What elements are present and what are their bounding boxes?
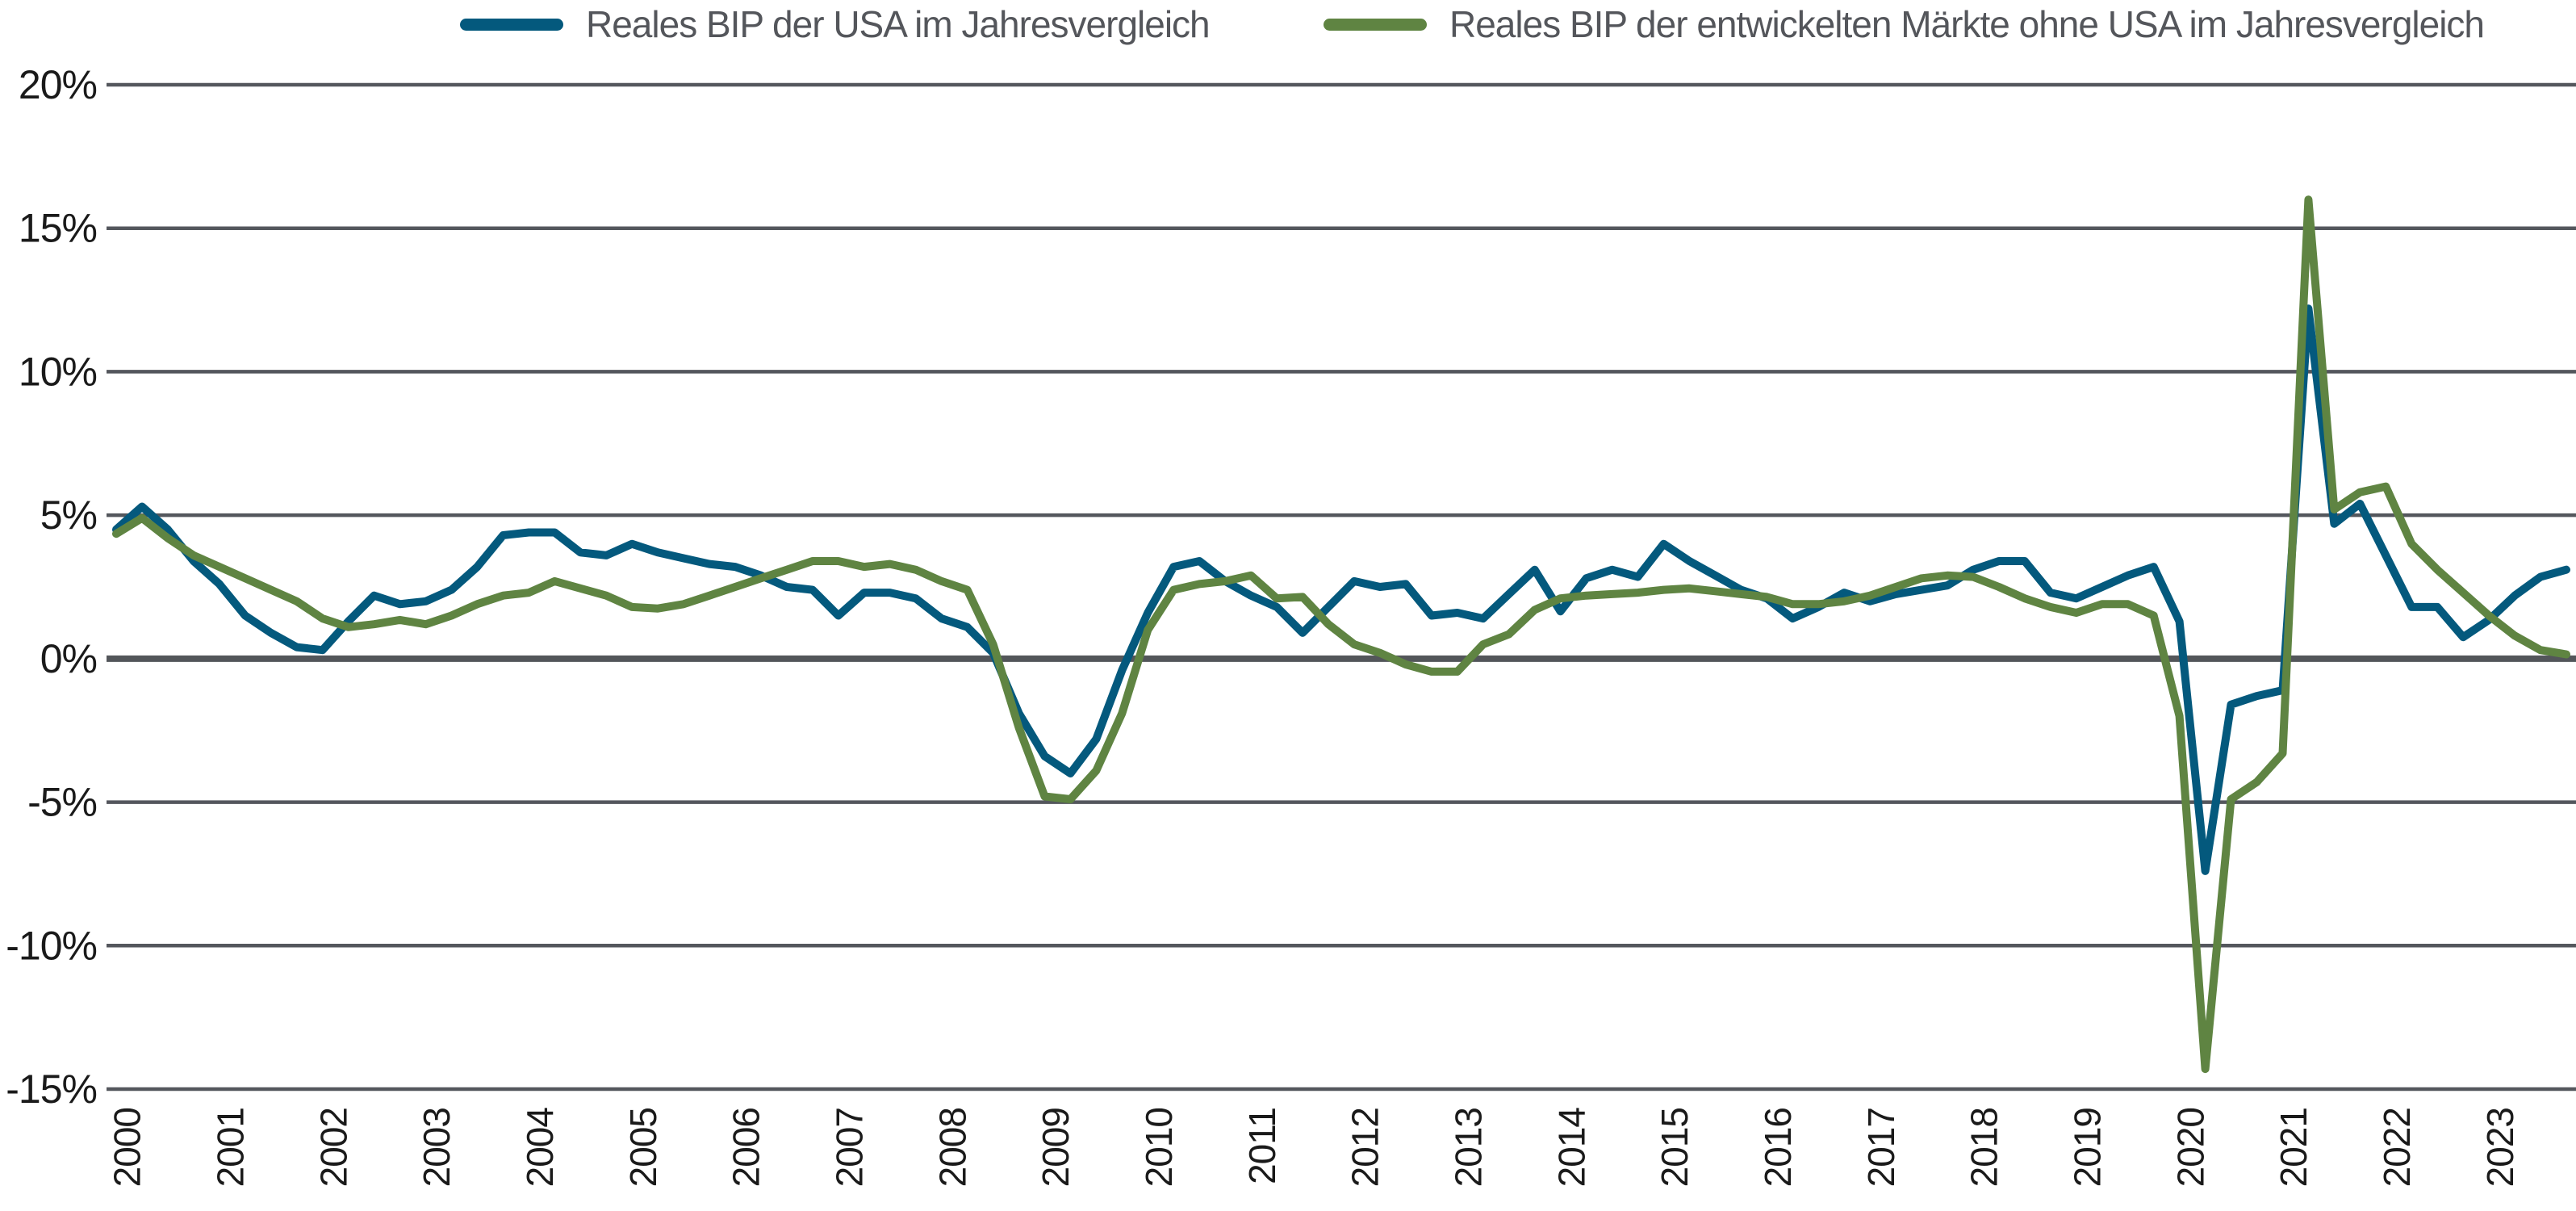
x-axis-year-label: 2023 bbox=[2479, 1108, 2521, 1187]
x-axis-year-label: 2018 bbox=[1963, 1108, 2005, 1187]
y-axis-label: 5% bbox=[40, 492, 97, 538]
x-axis-year-label: 2010 bbox=[1138, 1108, 1180, 1187]
x-axis-year-label: 2005 bbox=[622, 1108, 664, 1187]
x-axis-year-label: 2016 bbox=[1757, 1108, 1799, 1187]
x-axis-year-label: 2020 bbox=[2169, 1108, 2211, 1187]
x-axis-year-label: 2014 bbox=[1550, 1108, 1592, 1188]
x-axis-year-label: 2000 bbox=[107, 1108, 148, 1187]
y-axis-label: 0% bbox=[40, 636, 97, 681]
legend-label-dm-ex-usa: Reales BIP der entwickelten Märkte ohne … bbox=[1449, 3, 2485, 45]
y-axis-label: 20% bbox=[19, 62, 97, 107]
legend-entry-dm-ex-usa: Reales BIP der entwickelten Märkte ohne … bbox=[1324, 0, 2485, 48]
x-axis-year-label: 2009 bbox=[1035, 1108, 1077, 1187]
y-axis-label: -10% bbox=[6, 923, 97, 968]
legend-swatch-dm-ex-usa bbox=[1324, 18, 1427, 31]
x-axis-year-label: 2019 bbox=[2066, 1108, 2108, 1187]
legend-label-usa: Reales BIP der USA im Jahresvergleich bbox=[586, 3, 1211, 45]
legend-entry-usa: Reales BIP der USA im Jahresvergleich bbox=[460, 0, 1211, 48]
x-axis-year-label: 2003 bbox=[416, 1108, 458, 1187]
x-axis-year-label: 2001 bbox=[209, 1108, 251, 1187]
y-axis-label: -5% bbox=[27, 780, 97, 825]
x-axis-year-label: 2022 bbox=[2376, 1108, 2418, 1187]
dm-ex-usa-gdp-line bbox=[112, 195, 2570, 1074]
x-axis-year-label: 2017 bbox=[1860, 1108, 1902, 1187]
x-axis-year-label: 2015 bbox=[1654, 1108, 1696, 1187]
y-axis-label: 10% bbox=[19, 349, 97, 394]
x-axis-year-label: 2021 bbox=[2273, 1108, 2315, 1187]
x-axis-year-label: 2012 bbox=[1344, 1108, 1386, 1187]
x-axis-year-label: 2004 bbox=[519, 1108, 561, 1188]
x-axis-year-label: 2008 bbox=[931, 1108, 973, 1187]
legend-swatch-usa bbox=[460, 18, 563, 31]
x-axis-year-label: 2007 bbox=[828, 1108, 870, 1187]
x-axis-year-label: 2011 bbox=[1241, 1108, 1283, 1184]
x-axis-year-label: 2013 bbox=[1447, 1108, 1489, 1187]
y-axis-label: -15% bbox=[6, 1066, 97, 1112]
y-axis-label: 15% bbox=[19, 206, 97, 251]
usa-gdp-line bbox=[112, 304, 2570, 875]
x-axis-year-label: 2006 bbox=[726, 1108, 767, 1187]
x-axis-year-label: 2002 bbox=[312, 1108, 354, 1187]
